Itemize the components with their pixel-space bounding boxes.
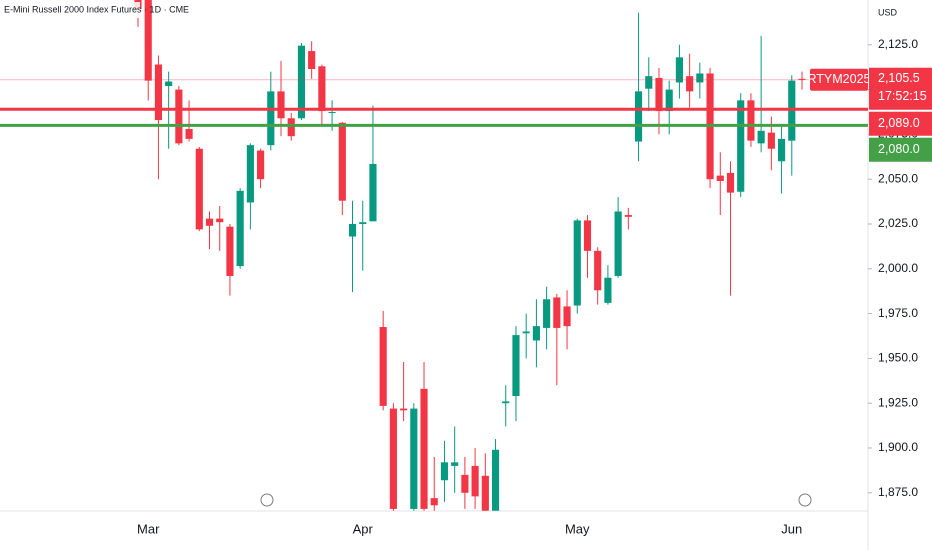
last-price-badge bbox=[869, 67, 932, 110]
horizontal-line-label: 2,080.0 bbox=[878, 142, 920, 156]
candle-body bbox=[461, 474, 469, 493]
candle-body bbox=[502, 401, 510, 404]
candle-body bbox=[410, 408, 418, 509]
candle-body bbox=[747, 100, 755, 141]
y-tick-label: 1,925.0 bbox=[878, 395, 918, 409]
candle-body bbox=[583, 220, 592, 251]
candle-body bbox=[338, 122, 346, 201]
candle-body bbox=[543, 299, 551, 328]
countdown-label: 17:52:15 bbox=[878, 89, 927, 103]
currency: USD bbox=[878, 7, 898, 17]
chart-title: E-Mini Russell 2000 Index Futures · 1D ·… bbox=[4, 4, 189, 14]
y-tick-label: 1,975.0 bbox=[878, 306, 918, 320]
candle-body bbox=[144, 0, 152, 81]
y-tick-label: 2,050.0 bbox=[878, 171, 918, 185]
candle-body bbox=[491, 449, 500, 511]
candle-body bbox=[716, 175, 724, 181]
candle-body bbox=[665, 89, 673, 112]
candle-body bbox=[389, 408, 397, 509]
candle-body bbox=[522, 331, 530, 334]
candle-body bbox=[246, 145, 254, 203]
y-tick-label: 1,950.0 bbox=[878, 351, 918, 365]
candle-body bbox=[573, 220, 581, 306]
x-tick-label: May bbox=[565, 521, 590, 536]
candle-body bbox=[512, 335, 520, 397]
candle-body bbox=[154, 64, 163, 121]
candle-body bbox=[624, 215, 632, 217]
candle-body bbox=[308, 51, 316, 69]
candle-body bbox=[359, 222, 367, 224]
candle-body bbox=[655, 77, 663, 112]
candle-body bbox=[379, 327, 387, 406]
candle-body bbox=[553, 297, 561, 328]
candle-body bbox=[686, 76, 694, 92]
y-tick-label: 2,125.0 bbox=[878, 37, 918, 51]
candle-body bbox=[767, 132, 775, 149]
candle-body bbox=[757, 130, 765, 144]
y-tick-label: 1,875.0 bbox=[878, 485, 918, 499]
event-icon[interactable] bbox=[260, 493, 274, 507]
candle-body bbox=[216, 218, 224, 223]
candle-body bbox=[471, 465, 479, 497]
candle-body bbox=[236, 190, 244, 267]
candle-body bbox=[297, 45, 306, 119]
symbol-label: RTYM2025 bbox=[808, 72, 871, 86]
candle-body bbox=[634, 91, 643, 142]
candle-body bbox=[430, 498, 438, 506]
candle-body bbox=[328, 111, 336, 113]
candle-body bbox=[175, 89, 183, 144]
horizontal-line-badge bbox=[869, 111, 932, 136]
candle-body bbox=[726, 172, 735, 193]
y-tick-label: 2,025.0 bbox=[878, 216, 918, 230]
candle-body bbox=[267, 91, 275, 146]
y-tick-label: 1,900.0 bbox=[878, 440, 918, 454]
x-tick-label: Apr bbox=[353, 521, 374, 536]
candle-body bbox=[185, 129, 193, 139]
candle-body bbox=[481, 475, 489, 511]
candle-body bbox=[614, 211, 622, 276]
candle-body bbox=[257, 150, 265, 180]
candle-body bbox=[277, 91, 285, 119]
candle-body bbox=[604, 277, 612, 303]
candle-body bbox=[420, 388, 428, 509]
candle-body bbox=[675, 57, 683, 83]
symbol-badge bbox=[810, 68, 868, 91]
candle-body bbox=[696, 73, 704, 83]
candle-body bbox=[369, 163, 377, 222]
event-icon[interactable] bbox=[798, 493, 812, 507]
candle-body bbox=[563, 306, 571, 327]
candle-body bbox=[165, 81, 173, 87]
candle-body bbox=[348, 223, 357, 237]
candle-body bbox=[777, 138, 786, 162]
candle-body bbox=[287, 118, 295, 137]
last-price-label: 2,105.5 bbox=[878, 71, 920, 85]
candle-body bbox=[451, 462, 459, 466]
candle-body bbox=[532, 326, 540, 341]
candle-body bbox=[400, 408, 408, 411]
candle-body bbox=[440, 462, 449, 481]
candle-body bbox=[226, 226, 234, 276]
candle-body bbox=[594, 250, 602, 291]
candle-body bbox=[645, 76, 653, 89]
y-tick-label: 2,000.0 bbox=[878, 261, 918, 275]
horizontal-line-badge bbox=[869, 137, 932, 162]
x-tick-label: Jun bbox=[781, 521, 802, 536]
title-backdrop bbox=[0, 2, 140, 18]
candle-body bbox=[205, 218, 214, 226]
candle-body bbox=[318, 66, 326, 112]
candle-body bbox=[737, 100, 745, 192]
candle-body bbox=[195, 148, 203, 230]
candle-body bbox=[798, 78, 806, 80]
horizontal-line-label: 2,089.0 bbox=[878, 116, 920, 130]
x-tick-label: Mar bbox=[137, 521, 160, 536]
plot-area bbox=[0, 0, 868, 511]
